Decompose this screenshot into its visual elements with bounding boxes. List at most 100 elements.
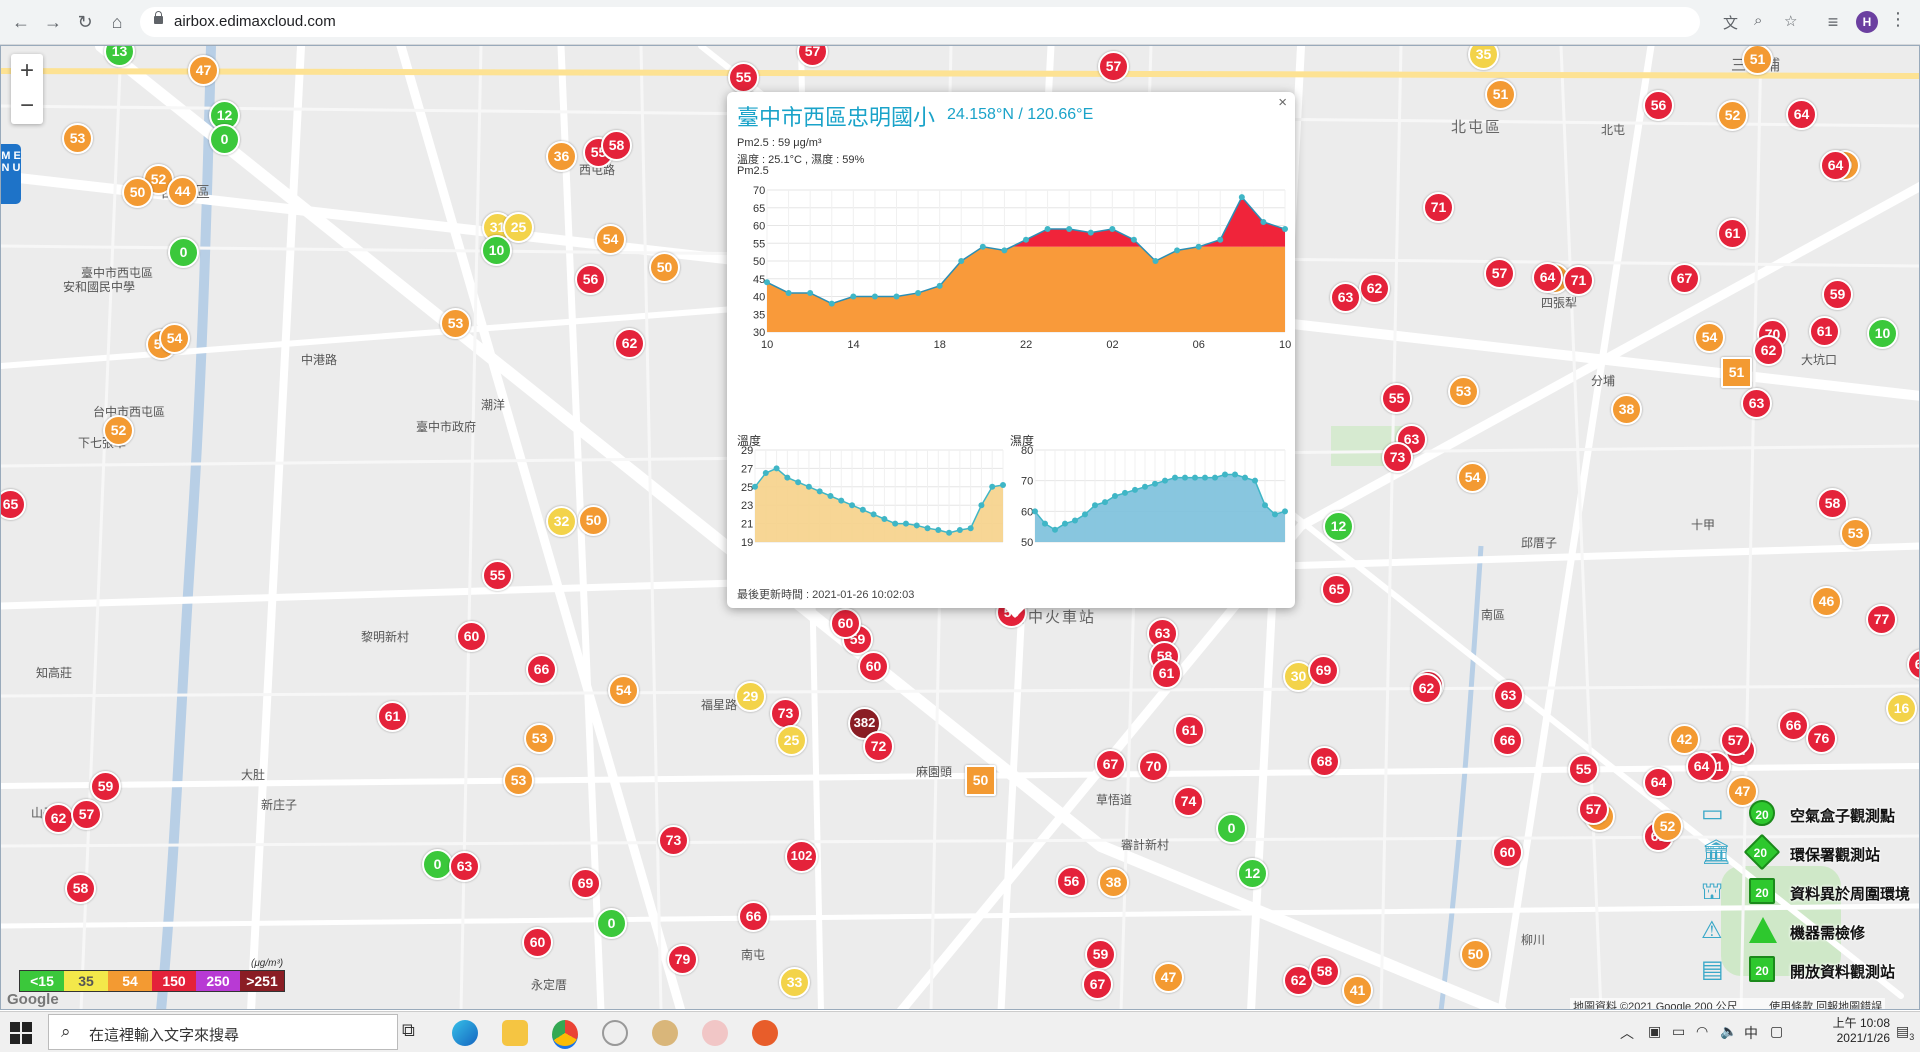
sensor-marker[interactable]: 59: [90, 771, 121, 802]
sensor-marker[interactable]: 60: [830, 608, 861, 639]
ime-mode-icon[interactable]: ▢: [1770, 1023, 1784, 1039]
sensor-marker[interactable]: 64: [1532, 262, 1563, 293]
notification-icon[interactable]: ▤3: [1896, 1023, 1915, 1042]
sensor-marker[interactable]: 64: [1686, 751, 1717, 782]
sensor-marker[interactable]: 50: [578, 505, 609, 536]
sensor-marker[interactable]: 74: [1173, 786, 1204, 817]
tray-device-icon[interactable]: ▣: [1648, 1023, 1662, 1039]
sensor-marker[interactable]: 63: [1493, 680, 1524, 711]
sensor-marker[interactable]: 36: [546, 141, 577, 172]
sensor-marker[interactable]: 73: [770, 698, 801, 729]
wifi-icon[interactable]: ◠: [1696, 1023, 1709, 1039]
windows-start-icon[interactable]: [10, 1022, 32, 1044]
sensor-marker[interactable]: 102: [785, 840, 818, 873]
sensor-marker[interactable]: 62: [1359, 273, 1390, 304]
profile-avatar[interactable]: H: [1856, 11, 1878, 33]
sensor-marker[interactable]: 55: [1381, 383, 1412, 414]
sensor-marker[interactable]: 50: [1460, 939, 1491, 970]
sensor-marker[interactable]: 50: [649, 252, 680, 283]
sensor-marker[interactable]: 53: [1448, 376, 1479, 407]
sensor-marker[interactable]: 57: [71, 799, 102, 830]
sensor-marker[interactable]: 52: [1652, 811, 1683, 842]
sensor-marker[interactable]: 0: [596, 908, 627, 939]
app-icon[interactable]: [652, 1020, 678, 1046]
sensor-marker[interactable]: 50: [965, 765, 996, 796]
sensor-marker[interactable]: 54: [159, 323, 190, 354]
zoom-icon[interactable]: ⌕: [1754, 12, 1763, 29]
sensor-marker[interactable]: 25: [776, 725, 807, 756]
sensor-marker[interactable]: 70: [1138, 751, 1169, 782]
close-icon[interactable]: ×: [1278, 94, 1287, 111]
tray-battery-icon[interactable]: ▭: [1672, 1023, 1686, 1039]
app-icon[interactable]: [702, 1020, 728, 1046]
reload-icon[interactable]: ↻: [77, 12, 93, 32]
sensor-marker[interactable]: 0: [1216, 813, 1247, 844]
sensor-marker[interactable]: 64: [1820, 150, 1851, 181]
sensor-marker[interactable]: 35: [1468, 46, 1499, 70]
taskbar-search[interactable]: ⌕ 在這裡輸入文字來搜尋: [48, 1014, 398, 1050]
sensor-marker[interactable]: 73: [1382, 442, 1413, 473]
sensor-marker[interactable]: 59: [1085, 939, 1116, 970]
edge-icon[interactable]: [452, 1020, 478, 1046]
browser-menu-icon[interactable]: ⋮: [1889, 9, 1907, 29]
menu-tab[interactable]: M E N U: [1, 144, 21, 204]
sensor-marker[interactable]: 54: [595, 224, 626, 255]
sensor-marker[interactable]: 57: [1484, 258, 1515, 289]
sensor-marker[interactable]: 33: [779, 967, 810, 998]
sensor-marker[interactable]: 55: [482, 560, 513, 591]
sensor-marker[interactable]: 51: [1742, 46, 1773, 75]
sensor-marker[interactable]: 65: [1321, 574, 1352, 605]
sensor-marker[interactable]: 38: [1611, 394, 1642, 425]
sensor-marker[interactable]: 61: [1151, 658, 1182, 689]
sensor-marker[interactable]: 69: [570, 868, 601, 899]
sensor-marker[interactable]: 53: [503, 765, 534, 796]
sensor-marker[interactable]: 42: [1669, 724, 1700, 755]
sensor-marker[interactable]: 53: [62, 123, 93, 154]
ime-indicator[interactable]: 中: [1744, 1025, 1758, 1041]
address-bar[interactable]: airbox.edimaxcloud.com 文 ⌕ ☆: [140, 7, 1797, 37]
task-view-icon[interactable]: ⧉: [402, 1020, 415, 1040]
sensor-marker[interactable]: 66: [1778, 710, 1809, 741]
sensor-marker[interactable]: 61: [1174, 715, 1205, 746]
sensor-marker[interactable]: 55: [1568, 754, 1599, 785]
sensor-marker[interactable]: 64: [1786, 99, 1817, 130]
forward-icon[interactable]: →: [44, 12, 62, 32]
sensor-marker[interactable]: 57: [1098, 51, 1129, 82]
sensor-marker[interactable]: 62: [43, 803, 74, 834]
sensor-marker[interactable]: 56: [1643, 90, 1674, 121]
sensor-marker[interactable]: 62: [614, 328, 645, 359]
sensor-marker[interactable]: 64: [1643, 767, 1674, 798]
reading-list-icon[interactable]: ≡: [1827, 12, 1839, 32]
sensor-marker[interactable]: 59: [1822, 279, 1853, 310]
sensor-marker[interactable]: 16: [1886, 693, 1917, 724]
sensor-marker[interactable]: 60: [858, 651, 889, 682]
sensor-marker[interactable]: 10: [1867, 318, 1898, 349]
sensor-marker[interactable]: 76: [1806, 723, 1837, 754]
sensor-marker[interactable]: 0: [209, 124, 240, 155]
sensor-marker[interactable]: 63: [1330, 282, 1361, 313]
sensor-marker[interactable]: 62: [1283, 965, 1314, 996]
sensor-marker[interactable]: 41: [1342, 975, 1373, 1006]
sensor-marker[interactable]: 61: [1717, 218, 1748, 249]
sensor-marker[interactable]: 56: [575, 264, 606, 295]
sensor-marker[interactable]: 73: [658, 825, 689, 856]
sensor-marker[interactable]: 61: [377, 701, 408, 732]
sensor-marker[interactable]: 44: [167, 176, 198, 207]
sensor-marker[interactable]: 29: [735, 681, 766, 712]
map-attribution[interactable]: 地圖資料 ©2021 Google 200 公尺 ▁▁▁ 使用條款 回報地圖錯誤: [1570, 998, 1886, 1009]
sensor-marker[interactable]: 62: [1411, 673, 1442, 704]
sensor-marker[interactable]: 60: [522, 927, 553, 958]
bookmark-star-icon[interactable]: ☆: [1784, 13, 1798, 30]
sensor-marker[interactable]: 58: [1309, 956, 1340, 987]
sensor-marker[interactable]: 57: [1578, 794, 1609, 825]
sensor-marker[interactable]: 79: [667, 944, 698, 975]
url-text[interactable]: airbox.edimaxcloud.com: [174, 13, 336, 30]
map-canvas[interactable]: 臺中市西屯區安和國民中學西屯區臺中市政府大墩國小潮洋下七張犁台中市西屯區黎明新村…: [0, 45, 1920, 1010]
sensor-marker[interactable]: 71: [1423, 192, 1454, 223]
sensor-marker[interactable]: 52: [103, 415, 134, 446]
sensor-marker[interactable]: 57: [797, 46, 828, 67]
sensor-marker[interactable]: 47: [1153, 962, 1184, 993]
sensor-marker[interactable]: 38: [1098, 867, 1129, 898]
sensor-marker[interactable]: 72: [863, 731, 894, 762]
sensor-marker[interactable]: 53: [524, 723, 555, 754]
